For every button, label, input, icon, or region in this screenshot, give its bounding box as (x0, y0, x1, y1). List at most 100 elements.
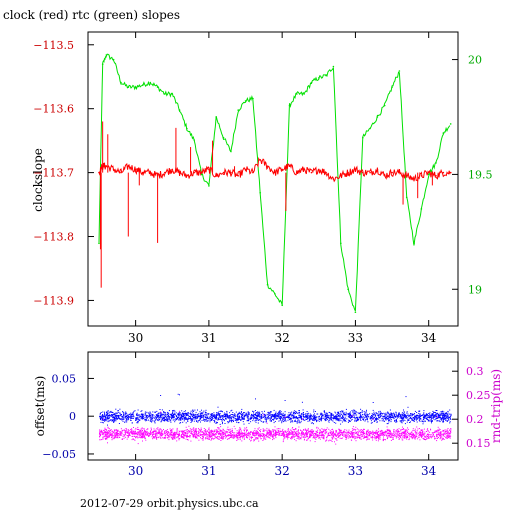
rndtrip-series-point (324, 432, 326, 434)
offset-series-point (373, 414, 375, 416)
rndtrip-series-point (231, 434, 233, 436)
rndtrip-series-point (152, 431, 153, 433)
offset-series-point (280, 418, 281, 420)
rndtrip-series-point (273, 429, 275, 431)
rndtrip-series-point (315, 434, 317, 436)
rndtrip-series-point (232, 434, 234, 436)
rndtrip-series-point (403, 431, 405, 433)
offset-series-point (122, 418, 124, 420)
offset-series-point (199, 419, 201, 420)
rndtrip-series-point (425, 436, 426, 438)
rndtrip-series-point (367, 430, 369, 432)
offset-series-point (213, 420, 215, 421)
offset-series-point (110, 419, 112, 421)
offset-series-point (235, 418, 237, 420)
offset-series-point (277, 415, 279, 417)
offset-series-point (274, 416, 276, 418)
offset-series-point (160, 413, 162, 415)
rndtrip-series-point (225, 435, 227, 436)
offset-series-point (440, 414, 442, 416)
rndtrip-series-point (214, 435, 216, 437)
offset-series-point (180, 414, 182, 416)
offset-series-point (402, 419, 404, 421)
rndtrip-series-point (370, 432, 372, 434)
offset-series-point (211, 417, 213, 419)
offset-series-point (166, 416, 168, 418)
offset-series-point (288, 415, 290, 417)
rndtrip-series-point (427, 436, 429, 437)
rndtrip-series-point (275, 437, 277, 439)
offset-series-point (388, 416, 390, 418)
clock-point (288, 165, 291, 167)
rndtrip-series-point (111, 436, 113, 438)
offset-series-point (345, 419, 346, 421)
offset-series-point (201, 409, 202, 411)
offset-series-point (218, 413, 220, 415)
rndtrip-series-point (131, 439, 133, 441)
offset-series-point (190, 416, 192, 418)
offset-series-point (424, 414, 426, 416)
offset-series-point (295, 413, 296, 414)
offset-series-point (348, 414, 350, 416)
offset-series-point (118, 415, 119, 416)
rndtrip-series-point (375, 430, 377, 432)
rndtrip-series-point (146, 433, 148, 435)
offset-series-point (423, 418, 425, 420)
offset-series-point (113, 413, 115, 415)
rndtrip-series-point (106, 430, 108, 432)
offset-series-point (405, 417, 407, 419)
offset-series-point (195, 420, 197, 422)
offset-series-point (176, 417, 178, 419)
rndtrip-series-point (119, 433, 121, 435)
rndtrip-series-point (401, 434, 403, 436)
offset-series-point (264, 416, 266, 418)
offset-series-point (100, 416, 102, 418)
rndtrip-series-point (393, 430, 395, 432)
offset-series-point (304, 419, 306, 421)
rndtrip-series-point (187, 436, 189, 438)
offset-series-point (138, 419, 140, 421)
offset-series-point (153, 417, 155, 419)
offset-series-point (281, 419, 283, 421)
offset-series-point (168, 418, 170, 420)
rndtrip-series-point (427, 428, 429, 430)
rndtrip-series-point (306, 430, 308, 432)
offset-series-point (252, 410, 253, 412)
rndtrip-series-point (304, 436, 306, 438)
offset-series-point (125, 413, 127, 414)
rndtrip-series-point (229, 429, 231, 431)
rndtrip-series-point (208, 434, 210, 436)
offset-series-point (206, 413, 208, 415)
offset-series-point (294, 420, 296, 422)
rndtrip-series-point (179, 434, 180, 436)
clock-point (156, 175, 159, 177)
offset-series-point (254, 410, 256, 411)
rndtrip-series-point (166, 436, 168, 438)
rndtrip-series-point (306, 435, 308, 437)
rndtrip-series-point (164, 431, 165, 433)
rndtrip-series-point (426, 431, 427, 432)
rndtrip-series-point (354, 433, 356, 434)
rndtrip-series-point (230, 435, 232, 437)
offset-series-point (113, 420, 115, 422)
rndtrip-series-point (287, 428, 289, 430)
offset-series-point (306, 415, 308, 417)
offset-series-point (107, 416, 109, 418)
offset-series-point (194, 416, 196, 418)
offset-series-point (150, 413, 152, 415)
offset-series-point (104, 416, 106, 418)
rndtrip-series-point (417, 428, 419, 430)
offset-series-point (310, 416, 312, 418)
offset-series-point (283, 420, 285, 422)
offset-series-point (404, 416, 405, 418)
rndtrip-series-point (243, 432, 245, 434)
rndtrip-series-point (291, 436, 293, 438)
rndtrip-series-point (187, 432, 189, 434)
rndtrip-series-point (412, 429, 414, 431)
rndtrip-series-point (212, 433, 214, 435)
offset-series-point (247, 415, 249, 417)
rndtrip-series-point (133, 439, 135, 440)
offset-series-point (229, 420, 230, 422)
offset-series-point (437, 414, 439, 416)
offset-series-point (273, 409, 275, 411)
